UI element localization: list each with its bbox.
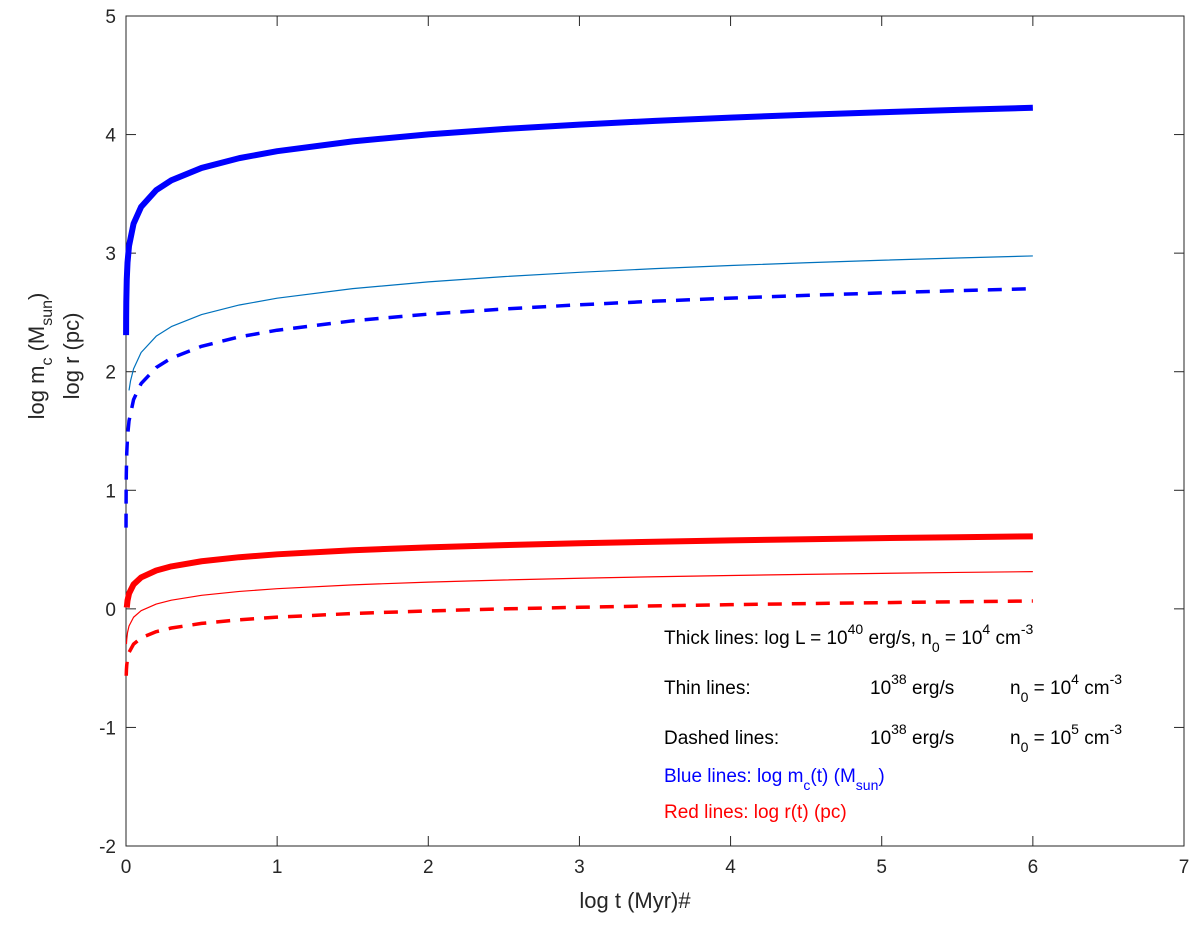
x-axis-label: log t (Myr)# [579,888,691,913]
series-dashed-red [124,599,1033,676]
y-axis-ticks: -2 -1 0 1 2 3 4 5 [99,7,1184,858]
y-tick-label: 1 [105,481,116,502]
y-tick-label: 3 [105,244,116,265]
y-tick-label: -2 [99,837,116,858]
x-axis-ticks: 0 1 2 3 4 5 6 7 [121,16,1190,878]
y-tick-label: 4 [105,126,116,147]
svg-text:Thin lines:: Thin lines: [664,678,751,699]
plot-frame [125,15,1185,847]
y-tick-label: 2 [105,363,116,384]
annotation-thin: Thin lines: 1038 erg/s n0 = 104 cm-3 [664,671,1122,705]
x-tick-label: 5 [876,857,887,878]
annotation-blue-lines: Blue lines: log mc(t) (Msun) [664,766,885,793]
svg-text:n0 = 105 cm-3: n0 = 105 cm-3 [1010,721,1122,755]
x-tick-label: 1 [272,857,283,878]
svg-text:n0 = 104 cm-3: n0 = 104 cm-3 [1010,671,1122,705]
annotation-red-lines: Red lines: log r(t) (pc) [664,802,847,823]
y-tick-label: 5 [105,7,116,28]
y-axis-label-line2: log r (pc) [59,313,84,400]
svg-text:Dashed lines:: Dashed lines: [664,728,779,749]
y-axis-label: log mc (Msun) [24,293,56,420]
svg-text:1038 erg/s: 1038 erg/s [870,671,954,699]
x-tick-label: 6 [1028,857,1039,878]
x-tick-label: 0 [121,857,132,878]
annotation-dashed: Dashed lines: 1038 erg/s n0 = 105 cm-3 [664,721,1122,755]
y-tick-label: -1 [99,718,116,739]
y-axis-label-line1: log mc (Msun) [24,293,56,420]
x-tick-label: 7 [1179,857,1190,878]
annotation-thick: Thick lines: log L = 1040 erg/s, n0 = 10… [664,621,1033,655]
x-tick-label: 4 [725,857,736,878]
series-dashed-blue [124,286,1033,528]
x-tick-label: 2 [423,857,434,878]
x-tick-label: 3 [574,857,585,878]
series-thick-red [123,533,1033,608]
series-thin-blue [128,255,1033,391]
series-thin-red [125,571,1033,645]
axes-box [125,15,1185,847]
series-group [123,104,1033,676]
y-tick-label: 0 [105,600,116,621]
series-thick-blue [123,104,1033,336]
svg-text:1038 erg/s: 1038 erg/s [870,721,954,749]
